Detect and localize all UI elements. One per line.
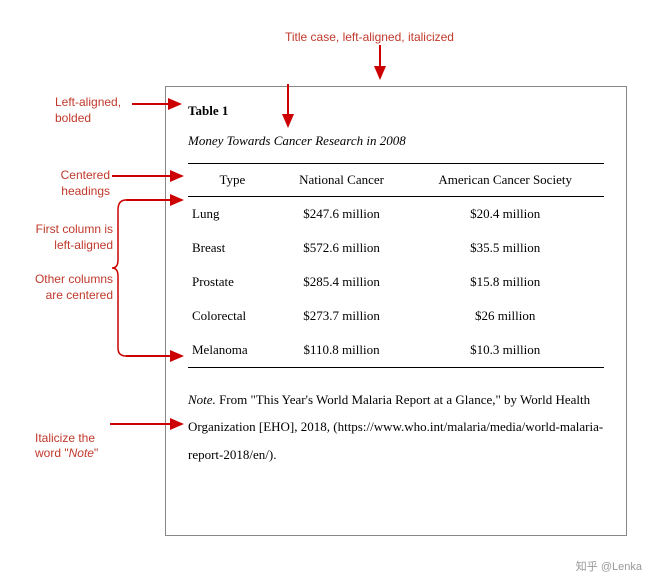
table-cell: Lung bbox=[188, 197, 277, 232]
table-cell: $15.8 million bbox=[406, 265, 604, 299]
annotation-left-aligned-bolded: Left-aligned,bolded bbox=[55, 95, 121, 126]
table-cell: $26 million bbox=[406, 299, 604, 333]
annotation-first-column-left: First column isleft-aligned bbox=[25, 222, 113, 253]
table-cell: Breast bbox=[188, 231, 277, 265]
table-cell: $285.4 million bbox=[277, 265, 407, 299]
table-cell: $110.8 million bbox=[277, 333, 407, 368]
table-row: Lung$247.6 million$20.4 million bbox=[188, 197, 604, 232]
annotation-italicize-note: Italicize theword "Note" bbox=[35, 415, 98, 462]
note-label: Note. bbox=[188, 392, 216, 407]
note-text: From "This Year's World Malaria Report a… bbox=[188, 392, 603, 462]
table-row: Prostate$285.4 million$15.8 million bbox=[188, 265, 604, 299]
table-cell: Melanoma bbox=[188, 333, 277, 368]
table-cell: $35.5 million bbox=[406, 231, 604, 265]
col-header: American Cancer Society bbox=[406, 164, 604, 197]
table-row: Breast$572.6 million$35.5 million bbox=[188, 231, 604, 265]
data-table: Type National Cancer American Cancer Soc… bbox=[188, 163, 604, 368]
table-cell: $247.6 million bbox=[277, 197, 407, 232]
table-title: Money Towards Cancer Research in 2008 bbox=[188, 133, 604, 149]
table-note: Note. From "This Year's World Malaria Re… bbox=[188, 386, 604, 468]
table-cell: Prostate bbox=[188, 265, 277, 299]
table-cell: $572.6 million bbox=[277, 231, 407, 265]
table-cell: $273.7 million bbox=[277, 299, 407, 333]
table-number: Table 1 bbox=[188, 103, 604, 119]
col-header: Type bbox=[188, 164, 277, 197]
table-row: Colorectal$273.7 million$26 million bbox=[188, 299, 604, 333]
watermark: 知乎 @Lenka bbox=[576, 558, 642, 574]
table-header-row: Type National Cancer American Cancer Soc… bbox=[188, 164, 604, 197]
table-row: Melanoma$110.8 million$10.3 million bbox=[188, 333, 604, 368]
table-cell: $10.3 million bbox=[406, 333, 604, 368]
table-cell: $20.4 million bbox=[406, 197, 604, 232]
annotation-other-columns-centered: Other columnsare centered bbox=[25, 272, 113, 303]
col-header: National Cancer bbox=[277, 164, 407, 197]
table-cell: Colorectal bbox=[188, 299, 277, 333]
annotation-title-case: Title case, left-aligned, italicized bbox=[285, 30, 454, 46]
table-box: Table 1 Money Towards Cancer Research in… bbox=[165, 86, 627, 536]
annotation-centered-headings: Centeredheadings bbox=[55, 168, 110, 199]
